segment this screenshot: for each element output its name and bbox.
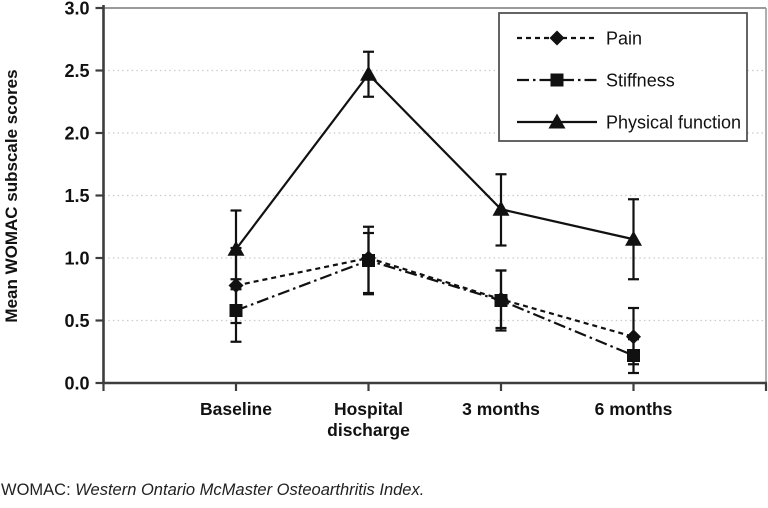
square-marker [362,254,375,267]
legend-item-stiffness: Stiffness [517,71,675,91]
x-category-label: Hospital discharge [327,399,410,440]
line-pain [235,256,634,338]
markers-physical-function [227,65,642,256]
triangle-marker [227,240,245,256]
markers-stiffness [229,254,640,362]
legend: Pain Stiffness Physical function [498,12,748,142]
triangle-marker [492,200,510,216]
markers-pain [228,250,641,345]
plot-area: 0.0 0.5 1.0 1.5 2.0 2.5 3.0 Baseline Hospital dis… [64,0,768,440]
y-tick-label: 0.5 [64,311,89,331]
legend-item-physical-function: Physical function [517,113,741,133]
square-marker [229,304,243,317]
x-ticks: Baseline Hospital discharge 3 months 6 month… [102,383,768,440]
plot-border [103,7,767,383]
womac-line-chart: Mean WOMAC subscale scores 0.0 0.5 1.0 1.5 2… [2,0,768,440]
triangle-marker [548,113,566,129]
square-marker [494,294,508,307]
diamond-marker [228,278,244,293]
error-bars-pain [230,225,639,366]
y-tick-label: 2.5 [64,61,89,81]
diamond-marker [626,329,641,345]
y-axis-title: Mean WOMAC subscale scores [2,69,21,322]
x-category-label: 6 months [595,399,673,419]
legend-label: Stiffness [606,71,675,91]
y-ticks: 0.0 0.5 1.0 1.5 2.0 2.5 3.0 [64,0,104,394]
legend-label: Physical function [606,113,741,133]
triangle-marker [360,65,377,81]
x-category-label: Baseline [200,399,272,419]
line-stiffness [235,259,634,357]
series-lines [235,72,634,357]
line-physical-function [235,72,634,250]
y-tick-label: 1.0 [64,249,89,269]
legend-label: Pain [606,29,642,49]
diamond-marker [549,30,565,46]
series-markers [227,65,642,362]
legend-item-pain: Pain [517,29,642,49]
y-tick-label: 2.0 [64,124,89,144]
x-category-label: 3 months [462,399,540,419]
caption-definition: Western Ontario McMaster Osteoarthritis … [75,481,425,499]
triangle-marker [625,230,642,246]
figure-caption: WOMAC: Western Ontario McMaster Osteoart… [1,481,761,500]
error-bars-stiffness [230,231,639,375]
square-marker [550,73,564,87]
caption-abbreviation: WOMAC: [1,481,76,499]
y-tick-label: 0.0 [64,374,89,394]
y-tick-label: 1.5 [64,186,89,206]
legend-box [498,12,748,142]
y-tick-label: 3.0 [64,0,89,19]
square-marker [627,349,640,362]
